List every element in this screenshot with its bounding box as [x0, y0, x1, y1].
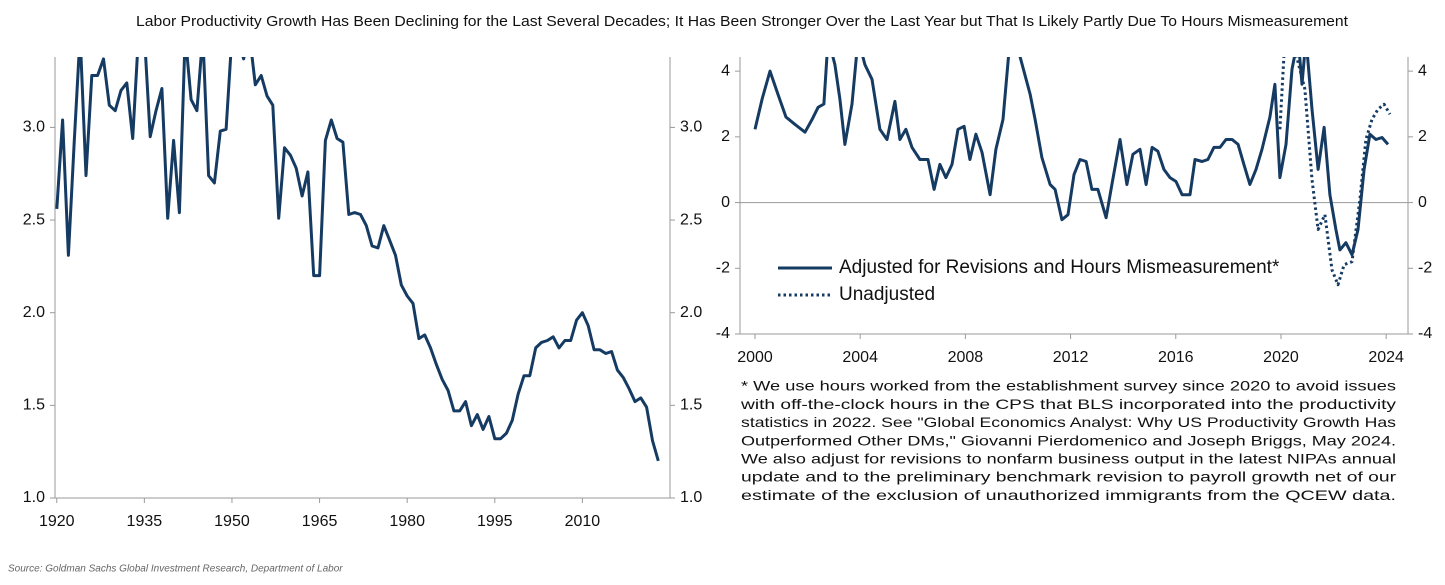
y-tick-label-right: -2: [1418, 260, 1432, 277]
footnote-line: * We use hours worked from the establish…: [741, 378, 1396, 394]
x-tick-label: 1920: [39, 513, 75, 530]
x-tick-label: 2010: [565, 513, 601, 530]
x-tick-label: 1935: [127, 513, 163, 530]
y-tick-label-right: 2: [1418, 128, 1427, 145]
x-tick-label: 1980: [389, 513, 425, 530]
x-tick-label: 2000: [737, 349, 773, 366]
series-line: [1278, 57, 1392, 287]
y-tick-label-right: 4: [1418, 62, 1427, 79]
footnote-line: We also adjust for revisions to nonfarm …: [741, 451, 1396, 467]
footnote-line: with off-the-clock hours in the CPS that…: [740, 396, 1396, 412]
x-tick-label: 2016: [1158, 349, 1194, 366]
series-line: [55, 57, 660, 462]
x-tick-label: 1950: [214, 513, 250, 530]
y-tick-label: 2.5: [23, 211, 45, 228]
y-tick-label: 4: [721, 62, 730, 79]
y-tick-label-right: 1.0: [680, 489, 702, 506]
y-tick-label-right: 2.0: [680, 304, 702, 321]
footnote-line: estimate of the exclusion of unauthorize…: [741, 487, 1396, 503]
footnote-line: Outperformed Other DMs," Giovanni Pierdo…: [741, 432, 1396, 448]
x-tick-label: 2020: [1263, 349, 1299, 366]
y-tick-label: 1.5: [23, 397, 45, 414]
x-tick-label: 1995: [477, 513, 513, 530]
y-tick-label: 3.0: [23, 119, 45, 136]
x-tick-label: 2012: [1053, 349, 1089, 366]
y-tick-label: -2: [716, 260, 730, 277]
x-tick-label: 2004: [842, 349, 878, 366]
x-tick-label: 2024: [1368, 349, 1404, 366]
y-tick-label: 0: [721, 194, 730, 211]
y-tick-label: -4: [716, 325, 730, 342]
footnote-line: update and to the preliminary benchmark …: [741, 469, 1396, 485]
y-tick-label-right: 3.0: [680, 119, 702, 136]
y-tick-label: 2: [721, 128, 730, 145]
series-line: [753, 57, 1390, 257]
legend-label: Adjusted for Revisions and Hours Mismeas…: [839, 257, 1280, 278]
y-tick-label-right: -4: [1418, 325, 1432, 342]
y-tick-label: 2.0: [23, 304, 45, 321]
footnote-line: statistics in 2022. See "Global Economic…: [741, 414, 1396, 430]
x-tick-label: 2008: [948, 349, 984, 366]
y-tick-label: 1.0: [23, 489, 45, 506]
y-tick-label-right: 1.5: [680, 397, 702, 414]
y-tick-label-right: 2.5: [680, 211, 702, 228]
source: Source: Goldman Sachs Global Investment …: [8, 564, 343, 575]
x-tick-label: 1965: [302, 513, 338, 530]
legend-label: Unadjusted: [839, 284, 935, 305]
y-tick-label-right: 0: [1418, 194, 1427, 211]
chart-title: Labor Productivity Growth Has Been Decli…: [136, 13, 1349, 30]
